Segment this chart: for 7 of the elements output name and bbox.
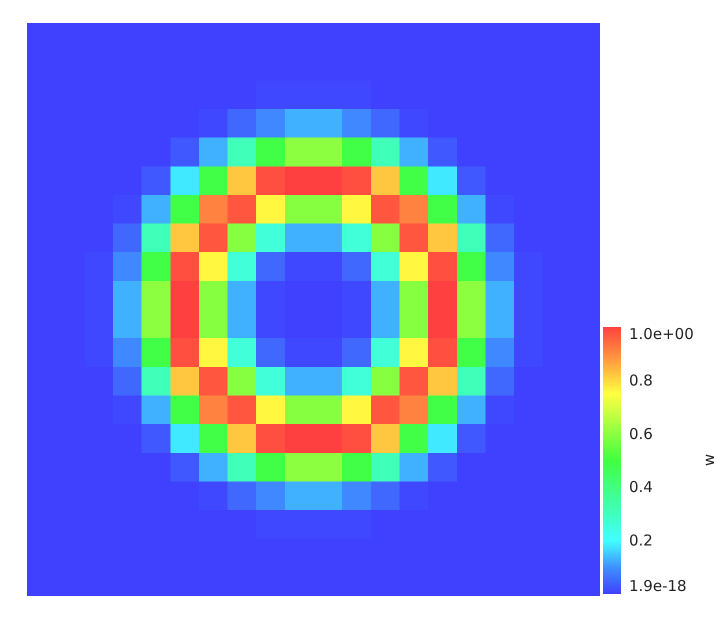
color-bar-label: 0.6: [629, 424, 653, 443]
color-bar-label: 0.2: [629, 532, 653, 550]
color-bar-label: 0.8: [629, 371, 653, 390]
color-bar-label: 0.4: [629, 478, 653, 496]
color-bar-label: 1.0e+00: [629, 325, 694, 343]
color-bar-label: 1.9e-18: [629, 577, 687, 595]
color-bar-title: w: [700, 454, 718, 466]
